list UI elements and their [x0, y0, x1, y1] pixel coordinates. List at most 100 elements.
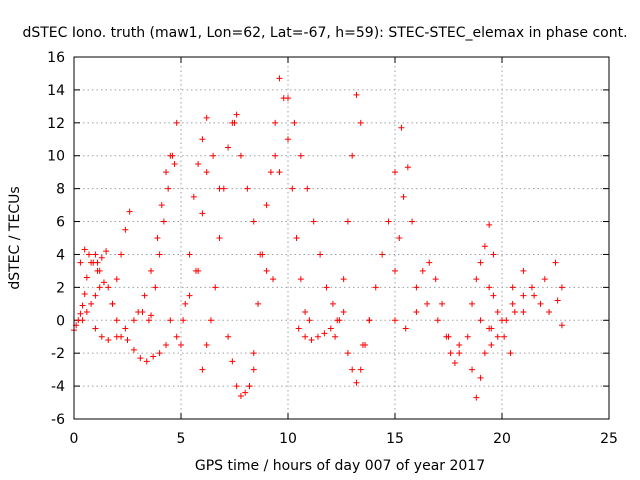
data-point	[379, 251, 386, 258]
data-point	[83, 309, 90, 316]
data-point	[486, 284, 493, 291]
data-point	[509, 284, 516, 291]
data-point	[456, 341, 463, 348]
data-point	[353, 91, 360, 98]
data-point	[186, 292, 193, 299]
data-point	[372, 284, 379, 291]
x-tick-label: 10	[279, 431, 297, 447]
data-point	[285, 136, 291, 143]
y-tick-label: 10	[47, 149, 65, 165]
data-point	[297, 276, 304, 283]
y-axis-label: dSTEC / TECUs	[7, 186, 23, 289]
data-point	[156, 251, 163, 258]
data-point	[122, 325, 129, 332]
data-point	[297, 152, 304, 159]
data-point	[145, 317, 152, 324]
data-point	[509, 300, 516, 307]
data-point	[317, 251, 324, 258]
data-point	[490, 251, 497, 258]
x-tick-label: 15	[386, 431, 404, 447]
data-point	[100, 279, 107, 286]
data-point	[321, 330, 328, 337]
data-point	[233, 383, 240, 390]
data-point	[113, 317, 120, 324]
data-point	[92, 251, 99, 258]
x-tick-label: 5	[177, 431, 186, 447]
data-point	[469, 300, 476, 307]
y-tick-label: 6	[56, 215, 65, 231]
data-point	[477, 317, 484, 324]
data-point	[250, 366, 257, 373]
data-point	[98, 333, 105, 340]
data-point	[272, 119, 279, 126]
data-point	[481, 243, 488, 250]
data-point	[396, 235, 403, 241]
data-point	[469, 366, 476, 373]
data-point	[323, 284, 330, 291]
data-point	[304, 185, 311, 192]
data-point	[520, 309, 527, 316]
data-point	[359, 341, 366, 348]
data-point	[113, 333, 120, 340]
data-point	[541, 276, 548, 283]
data-point	[156, 350, 163, 357]
y-tick-label: 14	[47, 83, 65, 99]
data-point	[314, 333, 321, 340]
plot-frame	[73, 56, 610, 420]
data-point	[85, 251, 92, 258]
data-point	[511, 309, 518, 316]
data-point	[366, 317, 373, 324]
data-point	[419, 267, 426, 274]
data-point	[244, 185, 251, 192]
data-point	[83, 274, 90, 281]
data-point	[216, 235, 223, 241]
data-point	[413, 309, 420, 316]
data-point	[195, 267, 202, 274]
data-point	[203, 341, 210, 348]
data-point	[169, 152, 176, 159]
data-point	[182, 300, 189, 307]
data-point	[150, 353, 157, 360]
data-point	[126, 208, 133, 215]
data-point	[220, 185, 227, 192]
data-point	[520, 292, 527, 299]
y-tick-label: 8	[56, 182, 65, 198]
data-point	[130, 317, 137, 324]
data-point	[229, 358, 236, 365]
data-point	[392, 317, 398, 324]
data-point	[203, 114, 210, 121]
data-point	[336, 317, 343, 324]
x-tick-label: 0	[70, 431, 79, 447]
data-point	[477, 259, 484, 266]
data-point	[79, 302, 86, 309]
data-point	[340, 309, 347, 316]
data-point	[259, 251, 266, 258]
y-tick-label: -6	[51, 412, 65, 428]
data-point	[302, 333, 309, 340]
data-point	[199, 210, 206, 217]
data-point	[173, 333, 180, 340]
data-point	[439, 300, 446, 307]
data-point	[306, 317, 313, 324]
y-tick-label: 12	[47, 116, 65, 132]
data-point	[332, 333, 339, 340]
data-point	[276, 169, 283, 176]
data-point	[135, 309, 142, 316]
data-point	[289, 185, 296, 192]
data-point	[190, 193, 197, 200]
data-point	[94, 267, 101, 274]
data-point	[148, 312, 155, 319]
data-point	[558, 322, 565, 329]
data-point	[250, 218, 257, 225]
data-point	[537, 300, 544, 307]
data-point	[447, 350, 454, 357]
data-point	[212, 284, 219, 291]
data-point	[464, 333, 471, 340]
data-point	[494, 333, 501, 340]
data-point	[443, 333, 450, 340]
data-point	[481, 350, 488, 357]
data-point	[88, 300, 95, 307]
data-point	[203, 169, 210, 176]
data-point	[246, 383, 253, 390]
